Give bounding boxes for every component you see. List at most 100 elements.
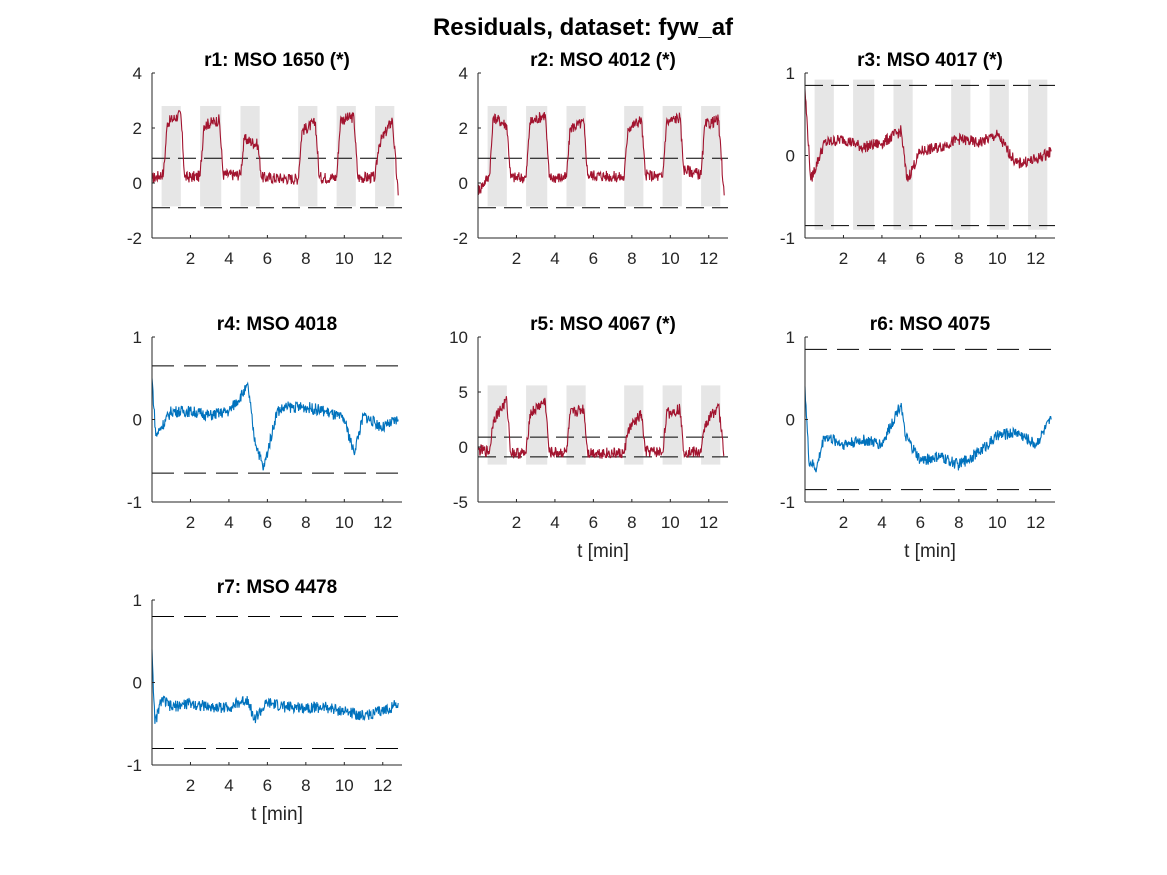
residual-series-line [662, 112, 702, 180]
residual-series-line [623, 410, 663, 458]
x-tick-label: 6 [263, 249, 272, 268]
subplot-title: r6: MSO 4075 [870, 314, 991, 335]
fault-interval [814, 79, 834, 230]
fault-interval [701, 385, 721, 465]
x-tick-label: 2 [186, 513, 195, 532]
y-tick-label: 5 [459, 383, 468, 402]
y-tick-label: -5 [453, 493, 468, 512]
residual-series-line [565, 404, 625, 459]
x-tick-label: 10 [661, 249, 680, 268]
x-tick-label: 6 [589, 249, 598, 268]
y-tick-label: 0 [133, 174, 142, 193]
x-tick-label: 2 [186, 776, 195, 795]
y-tick-label: 0 [786, 411, 795, 430]
subplot-4: 2 4 6 8 10 12 -1 0 1 r4: MSO 4018 [127, 314, 402, 532]
y-tick-label: 1 [133, 591, 142, 610]
y-tick-label: 0 [133, 674, 142, 693]
fault-interval [1028, 79, 1048, 230]
subplot-2: 2 4 6 8 10 12 -2 0 2 4 r2: MSO 4012 (*) [453, 50, 728, 268]
fault-interval [526, 106, 548, 207]
residual-series-line [525, 111, 568, 183]
residual-series-line [477, 396, 527, 459]
fault-interval [989, 79, 1009, 230]
residual-series-line [565, 117, 625, 183]
x-tick-label: 2 [839, 249, 848, 268]
fault-interval [375, 106, 395, 207]
x-tick-label: 6 [589, 513, 598, 532]
subplot-title: r5: MSO 4067 (*) [530, 314, 676, 335]
x-tick-label: 8 [954, 513, 963, 532]
y-tick-label: 2 [133, 119, 142, 138]
y-tick-label: -1 [127, 493, 142, 512]
fault-interval [566, 385, 586, 465]
y-tick-label: 4 [459, 64, 468, 83]
x-tick-label: 10 [988, 513, 1007, 532]
x-tick-label: 4 [224, 776, 233, 795]
fault-interval [701, 106, 721, 207]
fault-interval [487, 385, 507, 465]
residual-series-line [804, 89, 1052, 182]
subplot-title: r7: MSO 4478 [217, 577, 337, 598]
fault-interval [853, 79, 875, 230]
x-tick-label: 8 [627, 249, 636, 268]
fault-interval [526, 385, 548, 465]
x-tick-label: 6 [263, 776, 272, 795]
x-tick-label: 12 [699, 513, 718, 532]
residual-series-line [240, 133, 299, 186]
x-tick-label: 6 [916, 249, 925, 268]
y-tick-label: 10 [449, 328, 468, 347]
x-tick-label: 2 [512, 249, 521, 268]
x-tick-label: 6 [263, 513, 272, 532]
subplot-title: r1: MSO 1650 (*) [204, 50, 350, 71]
subplot-6: 2 4 6 8 10 12 -1 0 1 r6: MSO 4075 t [min] [780, 314, 1055, 562]
x-tick-label: 4 [877, 249, 886, 268]
x-tick-label: 10 [988, 249, 1007, 268]
x-tick-label: 2 [186, 249, 195, 268]
y-tick-label: 1 [133, 328, 142, 347]
y-tick-label: -2 [127, 229, 142, 248]
fault-interval [893, 79, 913, 230]
residual-series-line [199, 114, 242, 181]
fault-interval [240, 106, 260, 207]
subplot-title: r2: MSO 4012 (*) [530, 50, 676, 71]
residual-series-line [374, 117, 399, 196]
subplot-5: 2 4 6 8 10 12 -5 0 5 10 r5: MSO 4067 (*) t [min] [449, 314, 728, 562]
y-tick-label: 0 [459, 438, 468, 457]
x-tick-label: 10 [335, 249, 354, 268]
residual-series-line [297, 117, 338, 185]
x-tick-label: 4 [550, 513, 559, 532]
residual-series-line [700, 114, 725, 196]
y-tick-label: 0 [133, 411, 142, 430]
x-tick-label: 8 [301, 249, 310, 268]
subplot-title: r3: MSO 4017 (*) [857, 50, 1003, 71]
y-tick-label: -1 [780, 493, 795, 512]
x-tick-label: 10 [335, 513, 354, 532]
x-tick-label: 8 [954, 249, 963, 268]
residual-series-line [151, 378, 399, 471]
figure-title: Residuals, dataset: fyw_af [433, 14, 734, 41]
y-tick-label: 0 [459, 174, 468, 193]
x-tick-label: 12 [373, 249, 392, 268]
subplot-title: r4: MSO 4018 [217, 314, 337, 335]
fault-interval [662, 106, 682, 207]
residual-series-line [662, 403, 702, 459]
x-tick-label: 12 [699, 249, 718, 268]
residual-series-line [151, 109, 201, 184]
x-tick-label: 2 [839, 513, 848, 532]
y-tick-label: 2 [459, 119, 468, 138]
y-tick-label: 1 [786, 64, 795, 83]
fault-interval [336, 106, 356, 207]
x-tick-label: 4 [224, 249, 233, 268]
x-tick-label: 12 [1026, 513, 1045, 532]
subplot-3: 2 4 6 8 10 12 -1 0 1 r3: MSO 4017 (*) [780, 50, 1055, 268]
residual-series-line [336, 112, 376, 185]
y-tick-label: 4 [133, 64, 142, 83]
x-tick-label: 8 [301, 513, 310, 532]
x-tick-label: 12 [373, 513, 392, 532]
x-axis-label: t [min] [577, 541, 629, 562]
fault-interval [200, 106, 222, 207]
x-tick-label: 10 [661, 513, 680, 532]
fault-interval [624, 385, 644, 465]
